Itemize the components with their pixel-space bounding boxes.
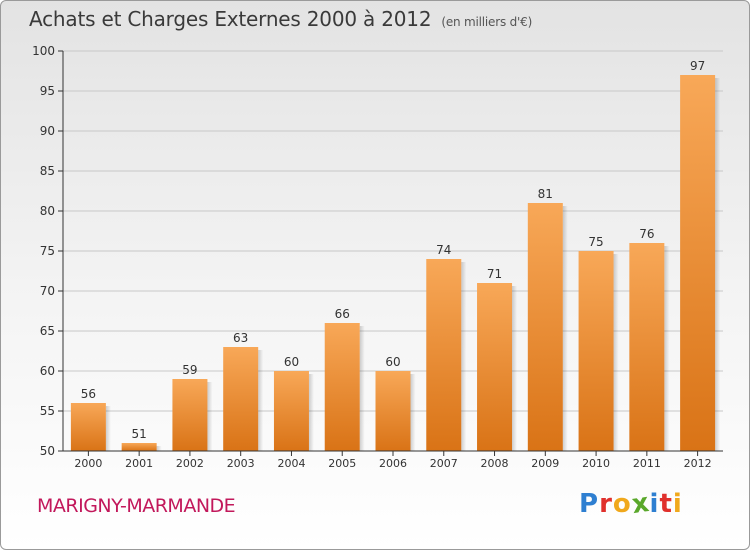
y-tick-label: 50 [40, 444, 55, 458]
logo-letter: i [672, 489, 683, 519]
logo-letter: P [579, 489, 600, 519]
bar-shadow [359, 326, 365, 451]
bar [629, 243, 665, 451]
x-tick-label: 2000 [74, 457, 102, 470]
bar [578, 251, 614, 451]
bar [527, 203, 563, 451]
bars: 56 51 59 63 60 66 60 74 71 81 75 76 97 [70, 59, 721, 451]
bar [375, 371, 411, 451]
y-tick-label: 65 [40, 324, 55, 338]
y-tick-label: 80 [40, 204, 55, 218]
logo-letter: i [649, 489, 660, 519]
y-tick-label: 75 [40, 244, 55, 258]
y-tick-label: 85 [40, 164, 55, 178]
data-label: 60 [284, 355, 299, 369]
bar-shadow [613, 254, 619, 451]
chart-subtitle: (en milliers d'€) [441, 15, 533, 29]
bar [70, 403, 106, 451]
chart-title-line: Achats et Charges Externes 2000 à 2012 (e… [29, 7, 532, 31]
data-label: 59 [182, 363, 197, 377]
bar-shadow [410, 374, 416, 451]
data-label: 71 [487, 267, 502, 281]
data-label: 63 [233, 331, 248, 345]
x-tick-label: 2007 [430, 457, 458, 470]
bar-shadow [308, 374, 314, 451]
bar-shadow [156, 446, 162, 451]
x-tick-label: 2006 [379, 457, 407, 470]
bar [121, 443, 157, 451]
commune-name: MARIGNY-MARMANDE [37, 495, 236, 517]
logo-letter: t [659, 489, 673, 519]
data-label: 76 [639, 227, 654, 241]
y-tick-label: 95 [40, 84, 55, 98]
data-label: 74 [436, 243, 451, 257]
bar [172, 379, 208, 451]
data-label: 51 [132, 427, 147, 441]
bar-shadow [258, 350, 264, 451]
bar-shadow [512, 286, 518, 451]
x-tick-label: 2010 [582, 457, 610, 470]
data-label: 75 [588, 235, 603, 249]
x-tick-label: 2004 [277, 457, 305, 470]
bar [477, 283, 513, 451]
logo-letter: r [599, 489, 613, 519]
bar-shadow [664, 246, 670, 451]
bar [680, 75, 716, 451]
x-tick-label: 2009 [531, 457, 559, 470]
bar-shadow [715, 78, 721, 451]
bar [324, 323, 360, 451]
y-tick-label: 90 [40, 124, 55, 138]
logo-letter: o [612, 489, 632, 519]
data-label: 81 [538, 187, 553, 201]
bar-shadow [105, 406, 111, 451]
x-tick-label: 2011 [633, 457, 661, 470]
x-tick-label: 2008 [481, 457, 509, 470]
bar-shadow [461, 262, 467, 451]
bar-shadow [562, 206, 568, 451]
data-label: 66 [335, 307, 350, 321]
x-tick-label: 2002 [176, 457, 204, 470]
chart-title: Achats et Charges Externes 2000 à 2012 [29, 7, 432, 31]
y-tick-label: 55 [40, 404, 55, 418]
bar-shadow [207, 382, 213, 451]
y-tick-label: 100 [32, 44, 55, 58]
proxiti-logo: Proxiti [579, 487, 683, 521]
x-tick-label: 2001 [125, 457, 153, 470]
axes: 50 55 60 65 70 75 80 85 90 95 100 2000 2001 2002 2003 2… [32, 44, 723, 470]
y-tick-label: 60 [40, 364, 55, 378]
x-tick-label: 2003 [227, 457, 255, 470]
y-tick-label: 70 [40, 284, 55, 298]
logo-letter: x [629, 487, 652, 521]
data-label: 97 [690, 59, 705, 73]
bar [426, 259, 462, 451]
x-tick-label: 2005 [328, 457, 356, 470]
data-label: 56 [81, 387, 96, 401]
bar [223, 347, 259, 451]
data-label: 60 [385, 355, 400, 369]
bar [273, 371, 309, 451]
x-tick-label: 2012 [684, 457, 712, 470]
